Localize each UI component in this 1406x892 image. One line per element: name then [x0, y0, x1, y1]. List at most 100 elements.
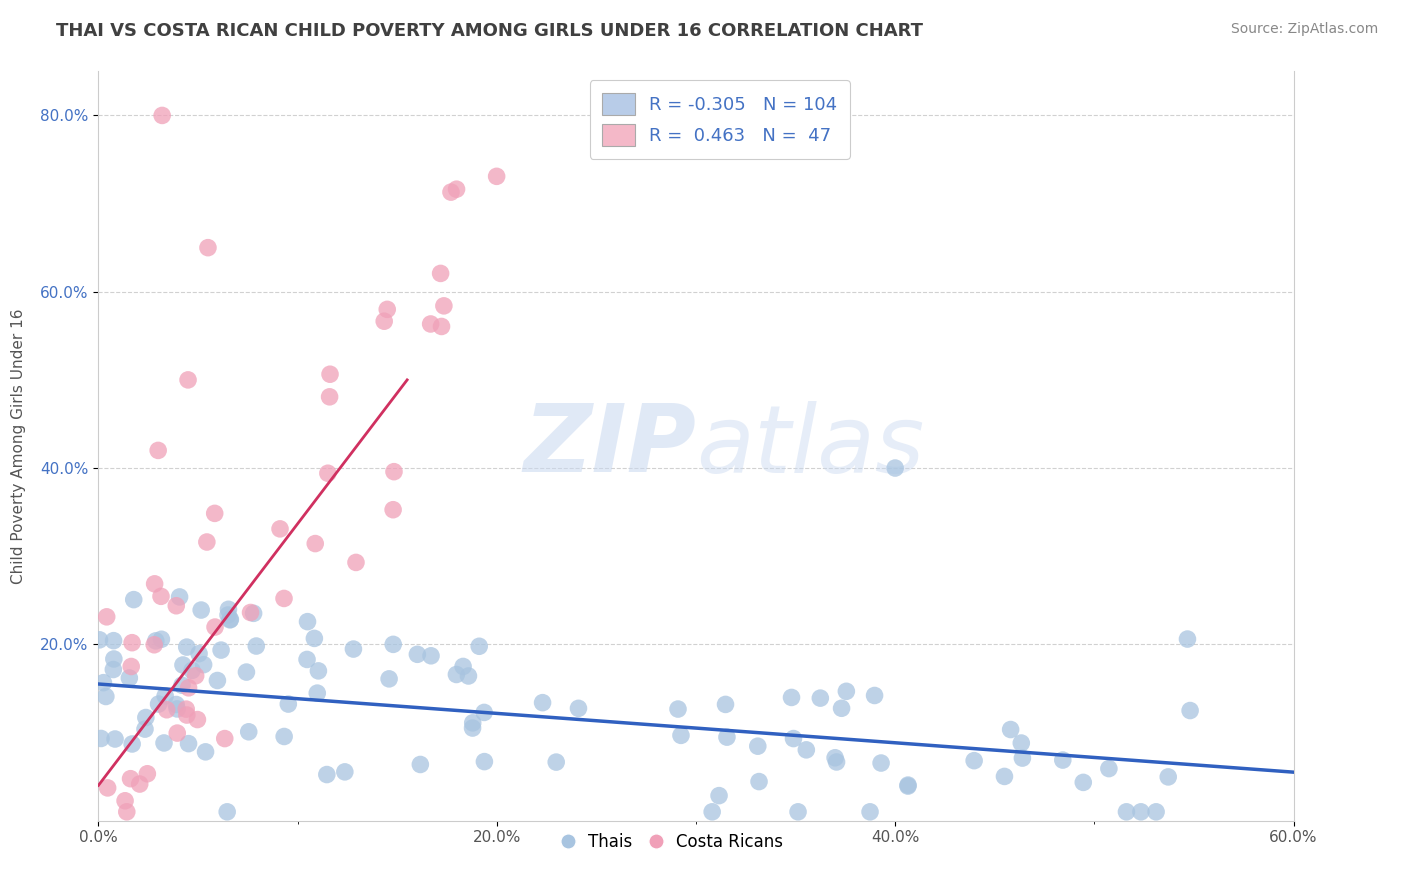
Point [831, 701, 853, 715]
Point [165, 698, 187, 712]
Point [468, 640, 491, 654]
Point [963, 754, 986, 768]
Text: atlas: atlas [696, 401, 924, 491]
Point [1129, 805, 1152, 819]
Point [269, 522, 291, 536]
Point [103, 633, 125, 648]
Point [1115, 805, 1137, 819]
Point [90, 731, 112, 746]
Text: THAI VS COSTA RICAN CHILD POVERTY AMONG GIRLS UNDER 16 CORRELATION CHART: THAI VS COSTA RICAN CHILD POVERTY AMONG … [56, 22, 924, 40]
Point [172, 658, 194, 673]
Point [430, 319, 453, 334]
Point [748, 774, 770, 789]
Point [382, 465, 405, 479]
Point [273, 591, 295, 606]
Point [186, 713, 208, 727]
Point [485, 169, 508, 184]
Point [177, 737, 200, 751]
Point [120, 659, 142, 673]
Point [787, 805, 810, 819]
Point [148, 443, 170, 458]
Point [122, 592, 145, 607]
Point [304, 632, 326, 646]
Point [277, 697, 299, 711]
Point [747, 739, 769, 754]
Point [378, 672, 401, 686]
Point [1000, 723, 1022, 737]
Point [115, 805, 138, 819]
Point [440, 185, 463, 199]
Point [716, 730, 738, 744]
Point [307, 664, 329, 678]
Point [176, 640, 198, 654]
Point [863, 689, 886, 703]
Point [128, 777, 150, 791]
Point [104, 731, 127, 746]
Point [217, 602, 239, 616]
Point [707, 789, 730, 803]
Point [242, 607, 264, 621]
Point [304, 536, 326, 550]
Point [94, 690, 117, 704]
Point [382, 637, 405, 651]
Point [1177, 632, 1199, 646]
Point [446, 182, 468, 196]
Point [136, 766, 159, 780]
Point [318, 390, 340, 404]
Point [375, 302, 398, 317]
Point [897, 778, 920, 792]
Point [1178, 704, 1201, 718]
Point [419, 317, 441, 331]
Point [209, 643, 232, 657]
Point [1052, 753, 1074, 767]
Point [382, 502, 405, 516]
Point [835, 684, 858, 698]
Point [156, 703, 179, 717]
Point [446, 667, 468, 681]
Point [780, 690, 803, 705]
Point [297, 615, 319, 629]
Point [177, 681, 200, 695]
Point [148, 697, 170, 711]
Point [373, 314, 395, 328]
Point [143, 638, 166, 652]
Point [96, 610, 118, 624]
Point [1144, 805, 1167, 819]
Point [197, 241, 219, 255]
Point [782, 731, 804, 746]
Point [195, 535, 218, 549]
Point [143, 577, 166, 591]
Point [217, 805, 239, 819]
Text: ZIP: ZIP [523, 400, 696, 492]
Point [217, 607, 239, 622]
Point [808, 691, 831, 706]
Point [145, 633, 167, 648]
Text: Source: ZipAtlas.com: Source: ZipAtlas.com [1230, 22, 1378, 37]
Point [219, 613, 242, 627]
Point [794, 743, 817, 757]
Point [214, 731, 236, 746]
Point [433, 299, 456, 313]
Point [409, 757, 432, 772]
Point [121, 635, 143, 649]
Point [97, 780, 120, 795]
Point [1098, 762, 1121, 776]
Point [531, 696, 554, 710]
Point [333, 764, 356, 779]
Point [472, 706, 495, 720]
Point [103, 652, 125, 666]
Point [342, 642, 364, 657]
Point [897, 779, 920, 793]
Point [714, 698, 737, 712]
Point [451, 659, 474, 673]
Point [118, 671, 141, 685]
Point [150, 590, 173, 604]
Point [315, 767, 337, 781]
Point [174, 702, 197, 716]
Point [204, 620, 226, 634]
Point [89, 632, 111, 647]
Point [190, 603, 212, 617]
Point [344, 556, 367, 570]
Point [166, 702, 188, 716]
Point [825, 755, 848, 769]
